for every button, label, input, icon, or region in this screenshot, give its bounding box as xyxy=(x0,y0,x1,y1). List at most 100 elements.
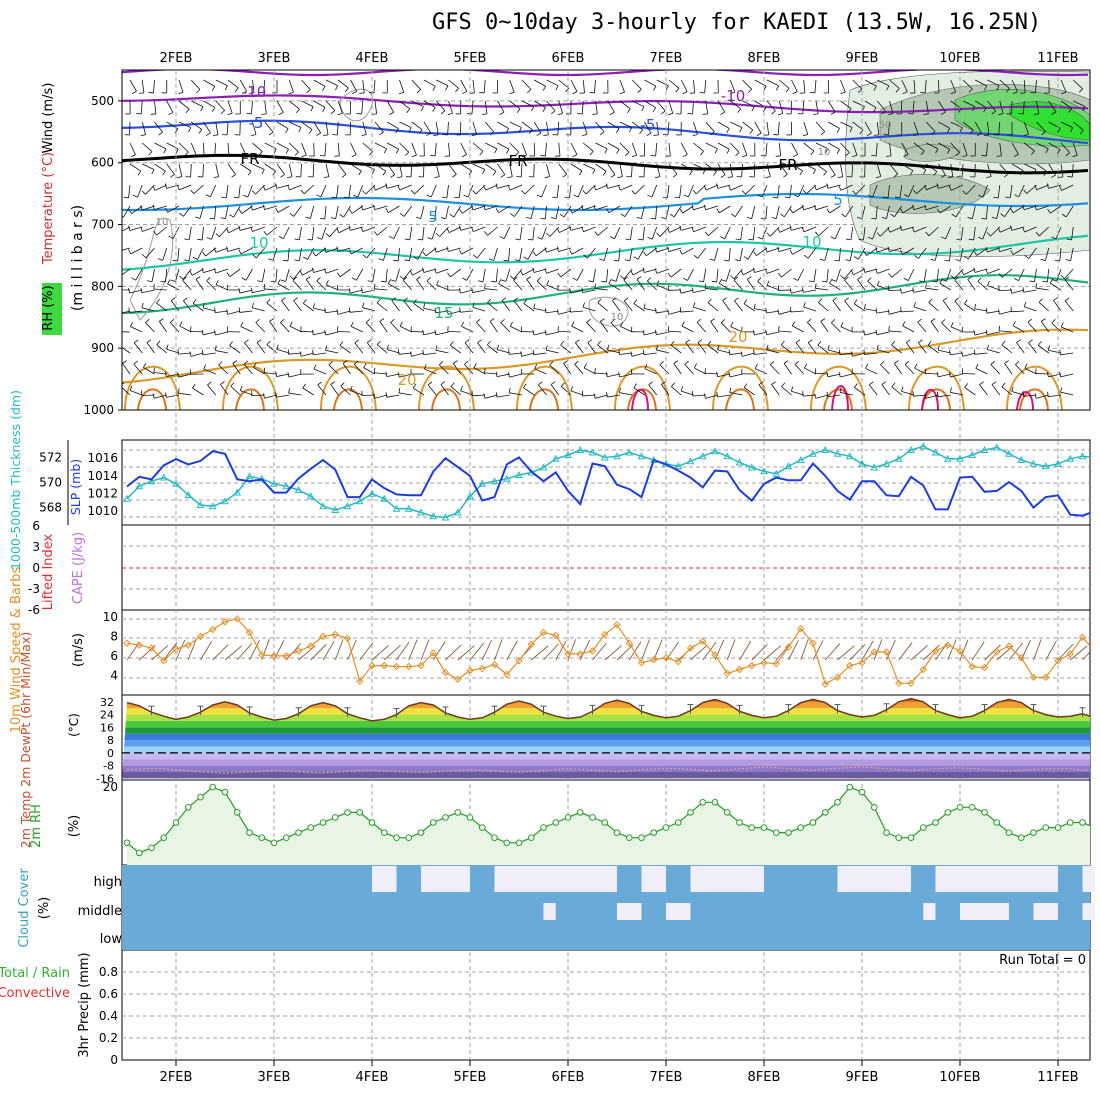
upper-wind-barb-flag xyxy=(523,383,527,389)
upper-wind-barb-flag xyxy=(190,189,195,194)
upper-wind-barb xyxy=(1023,394,1037,397)
upper-wind-barb-flag xyxy=(544,268,547,274)
upper-wind-barb xyxy=(361,100,364,114)
upper-wind-barb xyxy=(472,79,475,93)
upper-wind-barb xyxy=(317,384,327,396)
li-tick-label: 3 xyxy=(32,540,40,554)
upper-wind-barb-flag xyxy=(534,364,538,369)
upper-wind-barb-flag xyxy=(238,225,241,231)
upper-wind-barb xyxy=(655,205,658,219)
upper-wind-barb-flag xyxy=(1040,258,1046,261)
upper-wind-barb-flag xyxy=(508,387,511,393)
temp-band xyxy=(122,714,1090,721)
upper-wind-barb xyxy=(193,184,204,195)
rh2m-panel xyxy=(123,783,1090,865)
upper-wind-barb-flag xyxy=(184,238,190,241)
upper-wind-barb-flag xyxy=(168,112,174,116)
upper-wind-barb xyxy=(667,184,670,198)
upper-wind-barb xyxy=(936,268,939,282)
upper-wind-barb xyxy=(285,268,290,282)
upper-wind-barb xyxy=(818,302,829,312)
upper-wind-barb-flag xyxy=(642,330,645,336)
upper-wind-barb-flag xyxy=(794,360,800,365)
upper-wind-barb xyxy=(350,325,363,333)
pressure-tick-label: 700 xyxy=(91,218,114,232)
cloud-clear-block-high xyxy=(935,866,1058,892)
upper-wind-barb-flag xyxy=(552,134,558,136)
upper-wind-barb xyxy=(546,268,559,274)
upper-wind-barb-flag xyxy=(549,361,554,366)
upper-wind-barb xyxy=(403,300,413,312)
upper-wind-barb xyxy=(166,184,180,189)
upper-wind-barb xyxy=(999,226,1013,233)
rh2m-point xyxy=(319,819,327,826)
upper-wind-barb xyxy=(351,247,363,255)
upper-wind-barb xyxy=(239,226,253,231)
upper-wind-barb xyxy=(313,307,327,312)
upper-wind-barb-flag xyxy=(258,92,264,94)
upper-wind-barb-flag xyxy=(998,113,1004,116)
upper-wind-barb-flag xyxy=(471,134,477,137)
upper-wind-barb xyxy=(122,268,131,276)
upper-wind-barb-flag xyxy=(648,381,653,386)
upper-wind-barb-flag xyxy=(849,127,853,133)
upper-wind-barb xyxy=(281,300,290,312)
upper-wind-barb-flag xyxy=(142,362,147,368)
contour-30-lobe xyxy=(333,388,363,410)
upper-wind-barb xyxy=(201,226,204,240)
date-label-top: 9FEB xyxy=(846,51,879,66)
upper-wind-barb-flag xyxy=(420,106,424,112)
wind10m-point xyxy=(882,648,891,656)
wind10m-point xyxy=(980,663,989,672)
cloud-clear-block-middle xyxy=(666,903,691,920)
upper-wind-barb-flag xyxy=(792,91,798,95)
contour-25-lobe xyxy=(222,365,279,410)
upper-wind-barb xyxy=(987,121,990,135)
upper-wind-barb xyxy=(299,226,302,240)
upper-wind-barb-flag xyxy=(900,208,904,214)
upper-wind-barb xyxy=(729,373,743,378)
upper-wind-barb xyxy=(203,368,216,375)
upper-wind-barb-flag xyxy=(803,302,806,308)
upper-wind-barb xyxy=(557,121,560,135)
wind10m-point xyxy=(1017,654,1025,662)
upper-wind-barb-flag xyxy=(498,279,502,284)
temp-band xyxy=(122,752,1090,760)
temp2m-line xyxy=(126,697,1090,722)
upper-wind-barb xyxy=(631,352,645,357)
upper-wind-barb xyxy=(781,268,792,278)
upper-wind-barb-flag xyxy=(536,194,542,198)
upper-wind-barb-flag xyxy=(163,148,167,154)
upper-wind-barb-flag xyxy=(505,128,510,134)
upper-wind-barb xyxy=(1072,121,1084,131)
upper-wind-barb-flag xyxy=(903,277,909,281)
upper-wind-barb xyxy=(122,310,131,314)
upper-wind-barb-flag xyxy=(399,213,405,217)
upper-wind-barb xyxy=(876,349,890,354)
wind10m-point xyxy=(319,632,327,641)
rh2m-point xyxy=(809,819,817,826)
upper-wind-barb xyxy=(227,163,236,175)
upper-wind-barb xyxy=(183,300,192,312)
upper-wind-barb xyxy=(495,268,498,282)
upper-wind-barb-flag xyxy=(546,232,551,237)
wind10m-barb xyxy=(616,644,634,661)
upper-wind-barb-flag xyxy=(494,148,498,154)
rh2m-point xyxy=(1066,819,1074,826)
upper-wind-barb xyxy=(840,79,846,93)
upper-wind-barb xyxy=(447,121,449,135)
upper-wind-barb-flag xyxy=(1003,173,1009,178)
upper-wind-barb-flag xyxy=(605,371,608,377)
upper-wind-barb xyxy=(215,284,229,291)
upper-wind-barb-flag xyxy=(282,259,289,262)
upper-wind-barb xyxy=(637,247,645,260)
contour-label: 20 xyxy=(728,328,747,346)
upper-wind-barb-flag xyxy=(813,113,819,115)
upper-wind-barb xyxy=(461,325,474,333)
upper-wind-barb-flag xyxy=(936,183,939,189)
upper-wind-barb xyxy=(167,283,180,291)
upper-wind-barb xyxy=(423,268,437,273)
wind10m-point xyxy=(919,665,927,674)
wind10m-barb xyxy=(383,644,401,661)
upper-wind-barb-flag xyxy=(793,277,799,281)
